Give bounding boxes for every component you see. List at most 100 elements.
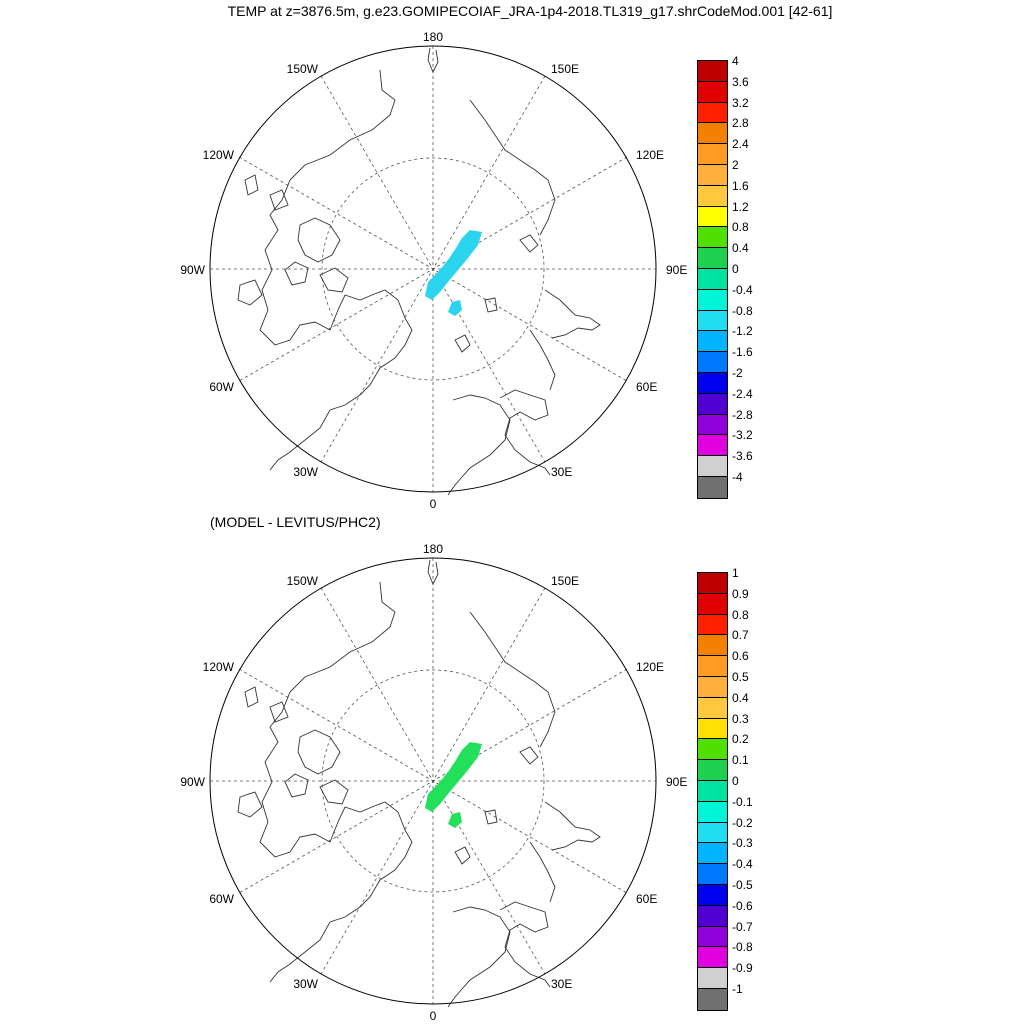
lon-label-120e: 120E <box>636 148 664 162</box>
colorbar-swatch <box>698 905 727 927</box>
longitude-labels: 180 0 90W 90E 150W 150E 120W 120E 60W 60… <box>180 542 687 1023</box>
lon-label-30e: 30E <box>551 977 572 991</box>
colorbar-tick-label: 2 <box>732 158 739 172</box>
colorbar-swatch <box>698 61 727 82</box>
temperature-patch <box>425 230 482 316</box>
colorbar-tick-label: -2.8 <box>732 407 753 422</box>
lon-label-90e: 90E <box>666 775 687 789</box>
colorbar-swatch <box>698 123 727 145</box>
lon-label-30w: 30W <box>293 977 318 991</box>
colorbar-swatch <box>698 206 727 228</box>
colorbar-swatch <box>698 248 727 269</box>
colorbar-tick-label: -0.4 <box>732 282 753 297</box>
map-boundary <box>209 557 657 1005</box>
colorbar-tick-label: 0.8 <box>732 607 749 622</box>
lon-label-90w: 90W <box>180 775 205 789</box>
colorbar-swatch <box>698 331 727 353</box>
lon-label-30w: 30W <box>293 465 318 479</box>
colorbar-swatch <box>698 718 727 740</box>
lon-label-60w: 60W <box>209 380 234 394</box>
colorbar-tick-label: -0.8 <box>732 303 753 318</box>
colorbar-swatch <box>698 456 727 477</box>
lon-label-120w: 120W <box>203 148 235 162</box>
colorbar-swatch <box>698 164 727 186</box>
colorbar-swatch <box>698 864 727 885</box>
colorbar-tick-label: 1.2 <box>732 199 749 214</box>
lon-label-120w: 120W <box>203 660 235 674</box>
difference-subtitle: (MODEL - LEVITUS/PHC2) <box>210 514 381 530</box>
plot-title: TEMP at z=3876.5m, g.e23.GOMIPECOIAF_JRA… <box>227 3 833 19</box>
colorbar-tick-label: -3.6 <box>732 449 753 464</box>
colorbar-tick-label: -0.5 <box>732 878 753 892</box>
colorbar-tick-label: 0.4 <box>732 241 749 256</box>
colorbar-tick-label: -3.2 <box>732 428 753 443</box>
colorbar-tick-label: 0.7 <box>732 628 749 643</box>
colorbar-swatch <box>698 393 727 415</box>
lon-label-60w: 60W <box>209 892 234 906</box>
lon-label-0: 0 <box>430 497 437 511</box>
colorbar-tick-label: -0.7 <box>732 919 753 934</box>
colorbar-swatch <box>698 947 727 969</box>
map-boundary <box>209 45 657 493</box>
colorbar-difference <box>697 572 728 1011</box>
polar-map-model: 180 0 90W 90E 150W 150E 120W 120E 60W 60… <box>180 30 687 511</box>
colorbar-swatch <box>698 144 727 165</box>
colorbar-swatch <box>698 968 727 989</box>
colorbar-swatch <box>698 414 727 436</box>
colorbar-swatch <box>698 843 727 865</box>
colorbar-tick-label: 0.2 <box>732 732 749 747</box>
colorbar-tick-label: 3.6 <box>732 74 749 89</box>
colorbar-tick-label: 0.8 <box>732 220 749 235</box>
lon-label-90w: 90W <box>180 263 205 277</box>
colorbar-tick-label: 0.4 <box>732 690 749 705</box>
map-grid <box>210 46 656 492</box>
colorbar-tick-label: -0.8 <box>732 940 753 955</box>
lon-label-90e: 90E <box>666 263 687 277</box>
colorbar-tick-label: -0.9 <box>732 961 753 976</box>
colorbar-swatch <box>698 656 727 677</box>
colorbar-tick-label: -4 <box>732 470 743 484</box>
colorbar-tick-label: 2.4 <box>732 137 749 152</box>
lon-label-30e: 30E <box>551 465 572 479</box>
colorbar-tick-label: 1.6 <box>732 178 749 193</box>
colorbar-tick-label: 0 <box>732 774 739 788</box>
colorbar-swatch <box>698 739 727 761</box>
colorbar-swatch <box>698 697 727 719</box>
lon-label-180: 180 <box>423 542 443 556</box>
coastlines <box>237 559 601 1008</box>
difference-patch <box>425 742 482 828</box>
colorbar-swatch <box>698 926 727 948</box>
colorbar-tick-label: -0.4 <box>732 857 753 872</box>
lon-label-180: 180 <box>423 30 443 44</box>
lon-label-120e: 120E <box>636 660 664 674</box>
colorbar-swatch <box>698 227 727 249</box>
colorbar-swatch <box>698 81 727 103</box>
colorbar-tick-label: 3.2 <box>732 95 749 110</box>
colorbar-tick-label: -0.1 <box>732 794 753 809</box>
colorbar-swatch <box>698 822 727 844</box>
colorbar-swatch <box>698 476 727 498</box>
colorbar-swatch <box>698 760 727 781</box>
map-grid <box>210 558 656 1004</box>
coastlines <box>237 47 601 496</box>
lon-label-150e: 150E <box>551 574 579 588</box>
colorbar-swatch <box>698 780 727 802</box>
colorbar-tick-label: 4 <box>732 54 739 68</box>
colorbar-swatch <box>698 289 727 311</box>
colorbar-tick-label: 1 <box>732 566 739 580</box>
colorbar-swatch <box>698 102 727 124</box>
polar-map-difference: 180 0 90W 90E 150W 150E 120W 120E 60W 60… <box>180 542 687 1023</box>
lon-label-60e: 60E <box>636 380 657 394</box>
colorbar-tick-label: 0.6 <box>732 649 749 664</box>
colorbar-tick-label: 0 <box>732 262 739 276</box>
colorbar-swatch <box>698 352 727 373</box>
colorbar-swatch <box>698 614 727 636</box>
colorbar-swatch <box>698 635 727 657</box>
colorbar-tick-label: 0.1 <box>732 753 749 768</box>
lon-label-0: 0 <box>430 1009 437 1023</box>
colorbar-tick-label: -1 <box>732 982 743 996</box>
colorbar-tick-label: 0.3 <box>732 711 749 726</box>
colorbar-swatch <box>698 372 727 394</box>
lon-label-60e: 60E <box>636 892 657 906</box>
colorbar-swatch <box>698 435 727 457</box>
